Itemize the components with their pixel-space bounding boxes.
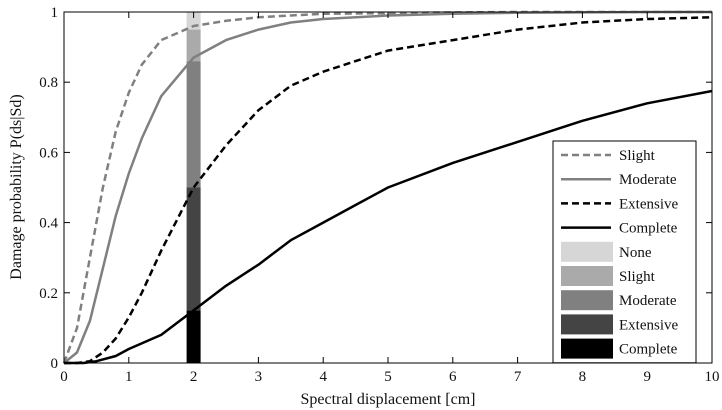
y-tick-label: 0.4 bbox=[39, 216, 58, 232]
legend-label: Complete bbox=[619, 342, 678, 358]
legend-swatch-moderate bbox=[561, 290, 613, 311]
legend-swatch-slight bbox=[561, 266, 613, 286]
bar-segment-moderate bbox=[186, 61, 201, 188]
legend-label: None bbox=[619, 245, 652, 261]
curve-complete bbox=[64, 89, 713, 365]
y-axis-label: Damage probability P(ds|Sd) bbox=[8, 94, 25, 279]
y-tick-label: 0.2 bbox=[39, 286, 58, 302]
bar-segment-complete bbox=[186, 310, 201, 363]
stacked-bar-group bbox=[186, 12, 201, 363]
curve-slight bbox=[62, 10, 712, 364]
legend-label: Moderate bbox=[619, 172, 677, 188]
legend-label: Complete bbox=[619, 221, 678, 237]
x-tick-label: 0 bbox=[60, 369, 68, 385]
x-tick-label: 7 bbox=[514, 369, 522, 385]
legend-label: Slight bbox=[619, 148, 656, 164]
legend-label: Slight bbox=[619, 269, 656, 285]
curve-extensive bbox=[64, 16, 713, 365]
legend-swatch-none bbox=[561, 241, 613, 262]
x-tick-label: 4 bbox=[319, 369, 327, 385]
x-tick-label: 10 bbox=[705, 369, 720, 385]
x-axis-ticks: 0 1 2 3 4 5 6 7 8 9 10 bbox=[60, 12, 720, 385]
bar-segment-extensive bbox=[186, 187, 201, 311]
x-tick-label: 8 bbox=[579, 369, 587, 385]
y-tick-label: 0.8 bbox=[39, 75, 58, 91]
y-tick-label: 0.6 bbox=[39, 145, 58, 161]
y-axis-ticks: 0 0.2 0.4 0.6 0.8 1 bbox=[39, 5, 712, 372]
legend: Slight Moderate Extensive Complete None Sligh… bbox=[552, 140, 697, 364]
x-tick-label: 9 bbox=[643, 369, 651, 385]
x-tick-label: 6 bbox=[449, 369, 457, 385]
legend-label: Extensive bbox=[619, 317, 678, 333]
x-tick-label: 5 bbox=[384, 369, 392, 385]
bar-segment-slight bbox=[186, 29, 201, 62]
x-tick-label: 3 bbox=[255, 369, 263, 385]
y-tick-label: 1 bbox=[51, 5, 59, 21]
legend-label: Extensive bbox=[619, 196, 678, 212]
x-tick-label: 1 bbox=[125, 369, 133, 385]
x-tick-label: 2 bbox=[190, 369, 198, 385]
legend-label: Moderate bbox=[619, 293, 677, 309]
legend-swatch-extensive bbox=[561, 314, 613, 335]
y-tick-label: 0 bbox=[51, 356, 59, 372]
x-axis-label: Spectral displacement [cm] bbox=[300, 391, 475, 408]
legend-swatch-complete bbox=[561, 338, 613, 359]
